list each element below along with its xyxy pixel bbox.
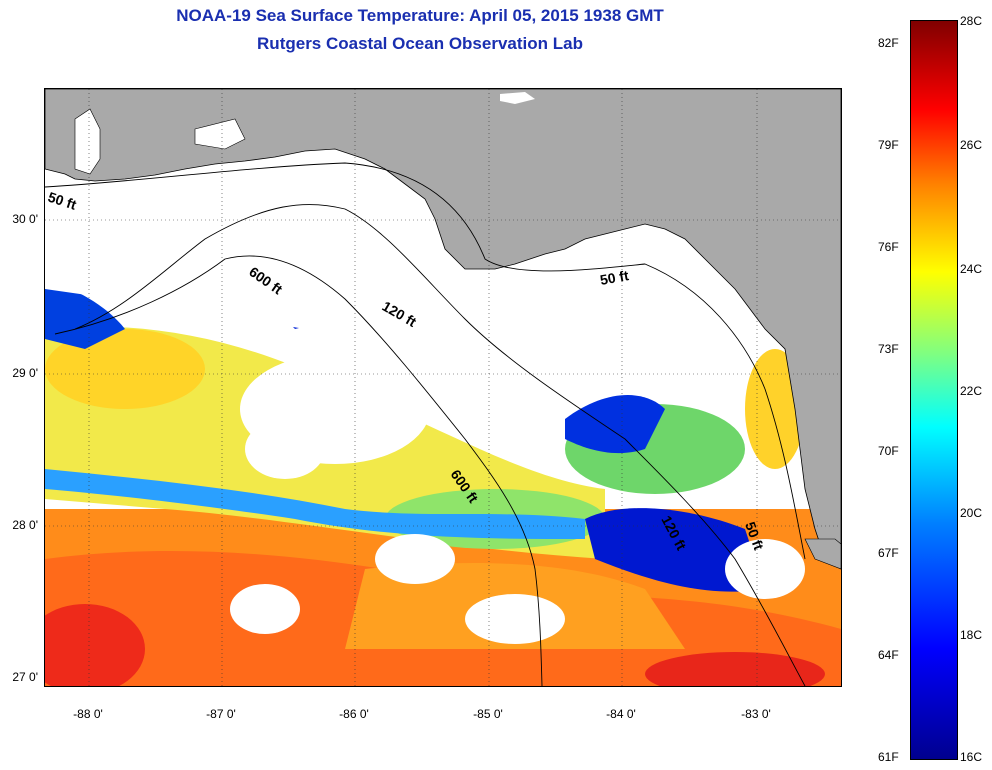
colorbar-label-c-26: 26C (960, 138, 983, 152)
colorbar-label-c-24: 24C (960, 262, 983, 276)
land-bay-pensacola (194, 118, 246, 150)
no-data-cloud-sw (230, 584, 300, 634)
sst-data-layer (45, 163, 841, 686)
no-data-cloud-south (465, 594, 565, 644)
sst-blue-band (45, 469, 585, 539)
colorbar-label-c-18: 18C (960, 628, 983, 642)
land-north-coast (45, 89, 841, 570)
lon-label-87: -87 0' (206, 707, 236, 721)
contour-50ft (45, 162, 806, 560)
no-data-cloud-west (245, 419, 325, 479)
sst-cold-east (585, 508, 765, 592)
colorbar-label-f-73: 73F (878, 342, 899, 356)
land-layer (45, 89, 841, 570)
lon-label-88: -88 0' (73, 707, 103, 721)
lon-label-86: -86 0' (339, 707, 369, 721)
land-se-coast (804, 538, 841, 570)
sst-hot-spot-west (45, 604, 145, 686)
temperature-colorbar (910, 20, 958, 760)
colorbar-label-c-28: 28C (960, 14, 983, 28)
lon-label-83: -83 0' (741, 707, 771, 721)
sst-hot-spot-east (645, 652, 825, 686)
colorbar-label-f-61: 61F (878, 750, 899, 764)
lat-label-29: 29 0' (12, 366, 38, 380)
bathymetry-contours (45, 162, 806, 686)
land-lake (500, 92, 535, 104)
colorbar-label-c-20: 20C (960, 506, 983, 520)
colorbar-label-f-67: 67F (878, 546, 899, 560)
colorbar-label-c-22: 22C (960, 384, 983, 398)
colorbar-label-f-64: 64F (878, 648, 899, 662)
lon-label-85: -85 0' (473, 707, 503, 721)
no-data-cloud-mid (375, 534, 455, 584)
land-bay-west (74, 108, 101, 175)
sst-cold-east2 (565, 395, 665, 454)
no-data-cloud-east (675, 309, 735, 389)
sst-map-canvas: 50 ft 600 ft 120 ft 50 ft 600 ft 120 ft … (45, 89, 841, 686)
lon-label-84: -84 0' (606, 707, 636, 721)
colorbar-label-f-79: 79F (878, 138, 899, 152)
map-subtitle: Rutgers Coastal Ocean Observation Lab (257, 34, 583, 53)
lat-label-30: 30 0' (12, 212, 38, 226)
contour-120ft (74, 204, 806, 686)
contour-600ft (54, 255, 543, 686)
lat-label-27: 27 0' (12, 670, 38, 684)
sst-map: 50 ft 600 ft 120 ft 50 ft 600 ft 120 ft … (44, 88, 842, 687)
lat-label-28: 28 0' (12, 518, 38, 532)
map-title: NOAA-19 Sea Surface Temperature: April 0… (176, 6, 664, 25)
no-data-cloud-se (725, 539, 805, 599)
lat-lon-grid (45, 89, 841, 686)
colorbar-label-f-70: 70F (878, 444, 899, 458)
colorbar-label-c-16: 16C (960, 750, 983, 764)
colorbar-label-f-82: 82F (878, 36, 899, 50)
colorbar-label-f-76: 76F (878, 240, 899, 254)
contour-label-3: 50 ft (599, 267, 630, 288)
